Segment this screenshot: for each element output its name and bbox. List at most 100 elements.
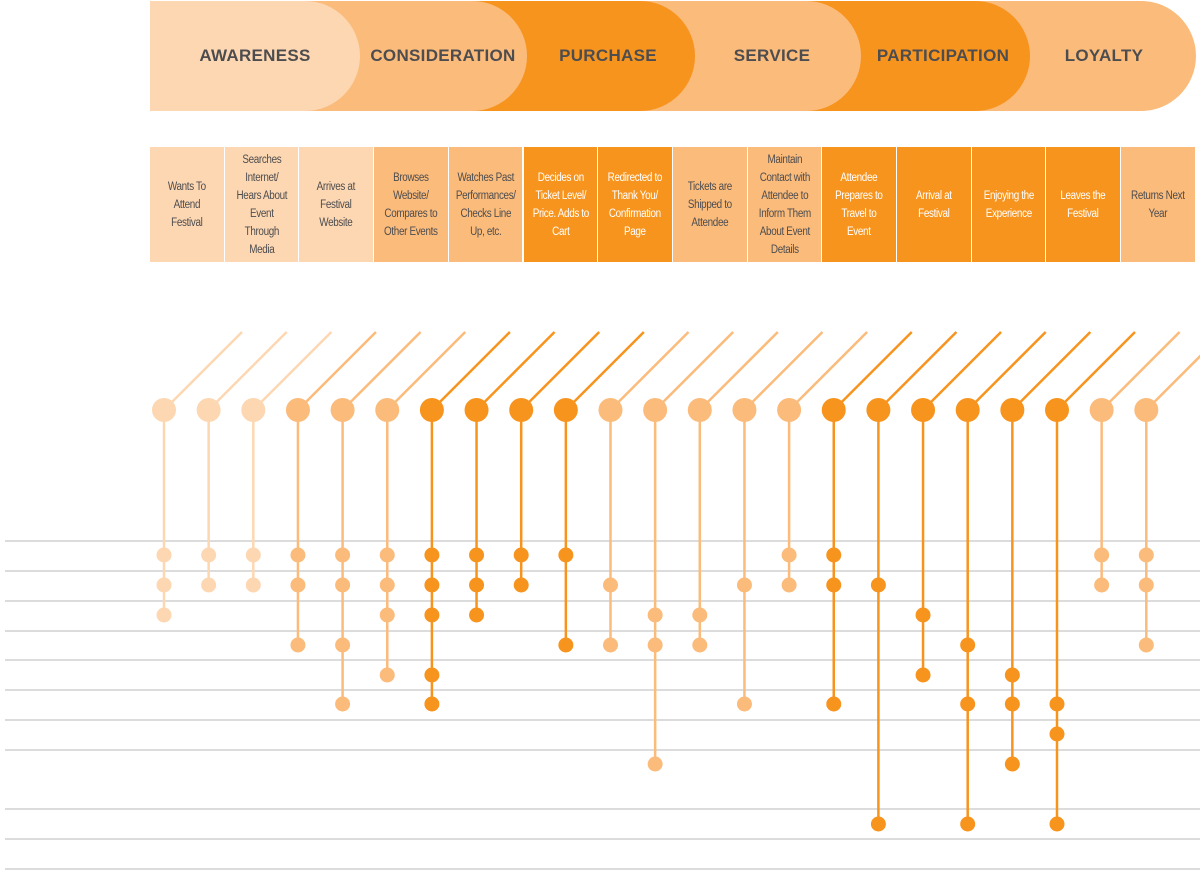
channel-dot [1049,726,1065,742]
channel-gridlines [5,540,1200,870]
journey-step-label: Attendee Prepares to Travel to Event [835,171,883,238]
touchpoint-column [821,331,913,712]
stage-segment [472,1,695,111]
channel-dot [826,577,842,593]
channel-dot [245,547,261,563]
touchpoint-lead-line [386,331,467,411]
touchpoint-head [241,398,266,422]
touchpoint-lead-line [832,331,913,411]
stage-segment [806,1,1030,111]
channel-dot [603,637,618,653]
stage-segment [150,1,360,111]
channel-dot [1094,577,1110,593]
journey-step: Maintain Contact with Attendee to Inform… [747,147,822,262]
touchpoint-column [241,331,333,593]
channel-dot [156,547,172,563]
channel-dot [513,547,529,563]
channel-dot [379,577,395,593]
channel-dot [1004,696,1020,712]
touchpoint-column [687,331,779,653]
touchpoint-lead-line [654,331,735,411]
channel-dot [379,667,395,683]
channel-dot [201,547,217,563]
touchpoint-lead-line [743,331,824,411]
touchpoint-column [464,331,556,623]
channel-dot [960,816,976,832]
channel-dot [647,637,663,653]
touchpoint-head [1134,398,1159,422]
touchpoint-lead-line [431,331,511,411]
touchpoint-column [330,331,422,712]
channel-dot [379,547,395,563]
journey-steps-row: Wants To Attend Festival Searches Interne… [0,0,1200,300]
touchpoint-column [509,331,601,593]
touchpoint-lead-line [698,331,779,411]
journey-step-label: Decides on Ticket Level/ Price. Adds to … [532,171,589,238]
touchpoint-lead-line [1100,331,1181,411]
channel-dot [781,577,797,593]
channel-dot [915,667,931,683]
journey-step: Browses Website/ Compares to Other Event… [374,147,448,262]
touchpoint-head [777,398,802,422]
journey-step: Arrival at Festival [897,147,971,262]
touchpoint-head [732,398,757,422]
touchpoint-column [1045,331,1136,832]
channel-dot [1138,577,1154,593]
channel-dot [156,607,172,623]
channel-dot [335,696,351,712]
channel-dot [870,816,886,832]
touchpoint-lead-line [163,331,243,411]
channel-dot [870,577,886,593]
channel-dot [424,547,440,563]
channel-dot [1138,547,1154,563]
journey-step: Enjoying the Experience [971,147,1046,262]
channel-dot [245,577,261,593]
touchpoint-column [1134,354,1200,653]
touchpoint-head [598,398,623,422]
touchpoint-lead-line [341,331,422,411]
channel-dot [290,637,306,653]
touchpoint-lead-line [609,331,690,411]
touchpoint-lead-line [475,331,556,411]
touchpoint-lead-line [966,331,1047,411]
journey-step: Attendee Prepares to Travel to Event [822,147,896,262]
channel-dot [960,696,976,712]
touchpoint-head [687,398,712,422]
journey-step-label: Redirected to Thank You/ Confirmation Pa… [607,171,663,238]
touchpoint-column [152,331,243,623]
touchpoint-lead-line [564,331,645,411]
touchpoint-lead-line [1056,331,1136,411]
touchpoint-head [955,398,980,422]
stage-band: AWARENESS CONSIDERATION PURCHASE SERVICE PAR… [150,1,1196,111]
touchpoint-head [419,398,444,422]
touchpoint-column [375,331,467,683]
touchpoint-head [509,398,534,422]
journey-step: Arrives at Festival Website [299,147,374,262]
channel-dot [603,577,618,593]
journey-step-label: Maintain Contact with Attendee to Inform… [758,153,811,256]
journey-step: Tickets are Shipped to Attendee [672,147,747,262]
touchpoint-lead-line [297,331,377,411]
touchpoint-head [553,398,578,422]
touchpoint-head [911,398,936,422]
touchpoint-lead-line [922,331,1002,411]
channel-dot [1004,667,1020,683]
stage-segment [975,1,1196,111]
stage-label: PARTICIPATION [877,46,1009,65]
journey-step-label: Searches Internet/ Hears About Event Thr… [236,153,287,256]
journey-step: Decides on Ticket Level/ Price. Adds to … [523,147,598,262]
touchpoint-head [866,398,891,422]
journey-step-label: Tickets are Shipped to Attendee [687,180,733,229]
channel-dot [1004,756,1020,772]
touchpoint-lead-line [877,331,958,411]
channel-dot [469,547,485,563]
touchpoint-column [777,331,868,593]
channel-dot [826,547,842,563]
channel-dot [1094,547,1110,563]
touchpoint-head [285,398,310,422]
channel-dot [335,547,351,563]
channel-dot [335,577,351,593]
channel-dot [290,577,306,593]
journey-step-label: Watches Past Performances/ Checks Line U… [455,171,516,238]
